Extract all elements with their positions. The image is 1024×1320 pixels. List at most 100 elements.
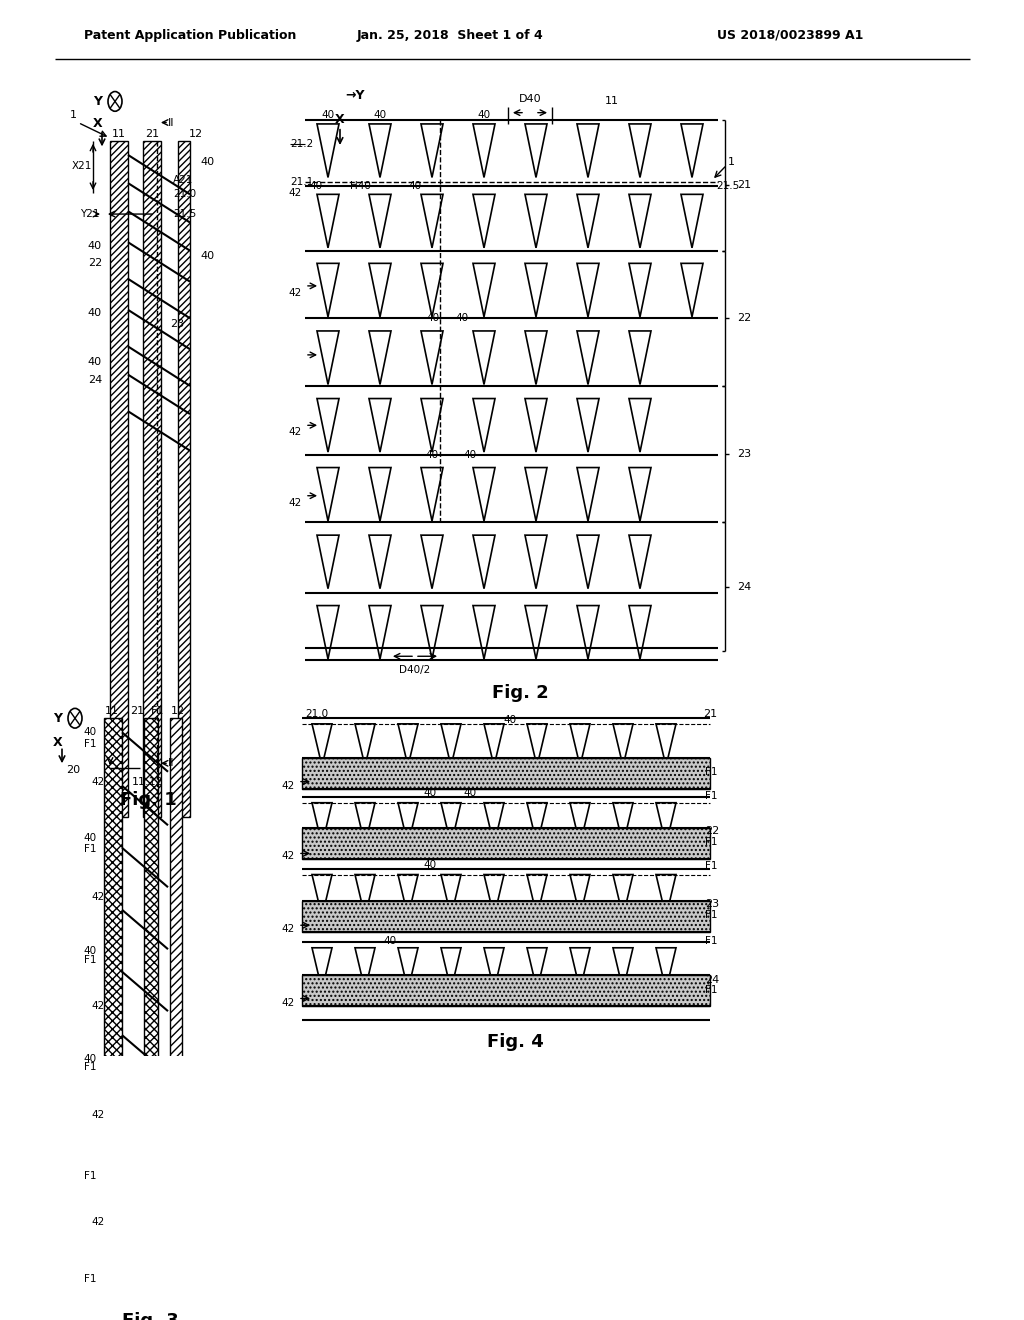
Polygon shape <box>441 803 461 845</box>
Polygon shape <box>312 723 332 766</box>
Polygon shape <box>473 467 495 521</box>
Text: Fig. 4: Fig. 4 <box>486 1034 544 1051</box>
Polygon shape <box>369 467 391 521</box>
Text: 23: 23 <box>170 319 184 329</box>
Text: 24: 24 <box>737 582 752 591</box>
Polygon shape <box>527 803 547 845</box>
Polygon shape <box>421 399 443 451</box>
Polygon shape <box>570 803 590 845</box>
Bar <box>110 141 128 817</box>
Text: F1: F1 <box>705 861 718 871</box>
Text: 40: 40 <box>504 714 516 725</box>
Polygon shape <box>613 723 633 766</box>
Polygon shape <box>577 124 599 177</box>
Polygon shape <box>369 331 391 384</box>
Text: 21.2: 21.2 <box>290 139 313 149</box>
Text: 1: 1 <box>70 111 77 120</box>
Text: 40: 40 <box>426 313 439 323</box>
Polygon shape <box>629 264 651 317</box>
Text: 21.0: 21.0 <box>173 189 197 199</box>
Polygon shape <box>473 194 495 248</box>
Text: F1: F1 <box>84 1171 96 1181</box>
Polygon shape <box>355 803 375 845</box>
Polygon shape <box>629 124 651 177</box>
Text: 42: 42 <box>282 924 295 935</box>
Text: 40: 40 <box>424 788 436 797</box>
Polygon shape <box>317 467 339 521</box>
Text: 11: 11 <box>605 96 618 107</box>
Polygon shape <box>629 467 651 521</box>
Polygon shape <box>473 124 495 177</box>
Polygon shape <box>421 467 443 521</box>
Text: 42: 42 <box>288 187 301 198</box>
Polygon shape <box>421 124 443 177</box>
Text: 42: 42 <box>91 1217 104 1228</box>
Text: 20: 20 <box>66 766 80 775</box>
Text: 40: 40 <box>88 356 102 367</box>
Polygon shape <box>570 723 590 766</box>
Text: 21.5: 21.5 <box>716 181 739 191</box>
Text: Fig. 3: Fig. 3 <box>122 1312 178 1320</box>
Text: 21.1: 21.1 <box>290 177 313 186</box>
Text: 22: 22 <box>705 826 719 836</box>
Text: F1: F1 <box>705 985 718 995</box>
Polygon shape <box>369 264 391 317</box>
Polygon shape <box>629 331 651 384</box>
Bar <box>302 828 710 859</box>
Text: D40: D40 <box>519 94 542 103</box>
Text: 42: 42 <box>282 851 295 861</box>
Text: 11.12: 11.12 <box>132 776 164 787</box>
Bar <box>178 141 190 817</box>
Text: 40: 40 <box>83 1055 96 1064</box>
Text: 42: 42 <box>91 1001 104 1011</box>
Polygon shape <box>577 331 599 384</box>
Polygon shape <box>656 803 676 845</box>
Text: F1: F1 <box>84 845 96 854</box>
Text: 40: 40 <box>425 450 438 459</box>
Polygon shape <box>577 467 599 521</box>
Text: F1: F1 <box>84 1274 96 1284</box>
Polygon shape <box>629 194 651 248</box>
Polygon shape <box>317 606 339 659</box>
Text: F1: F1 <box>84 739 96 748</box>
Polygon shape <box>525 467 547 521</box>
Text: 21: 21 <box>703 709 717 719</box>
Polygon shape <box>656 948 676 990</box>
Polygon shape <box>421 606 443 659</box>
Polygon shape <box>525 194 547 248</box>
Polygon shape <box>629 399 651 451</box>
Text: 40: 40 <box>477 111 490 120</box>
Text: 12: 12 <box>189 129 203 139</box>
Text: F1: F1 <box>705 911 718 920</box>
Text: X: X <box>92 117 102 131</box>
Polygon shape <box>613 948 633 990</box>
Text: Fig. 1: Fig. 1 <box>120 791 176 809</box>
Polygon shape <box>570 948 590 990</box>
Text: 40: 40 <box>322 111 335 120</box>
Polygon shape <box>369 194 391 248</box>
Text: 21: 21 <box>145 129 159 139</box>
Text: 42: 42 <box>288 288 301 298</box>
Bar <box>302 758 710 788</box>
Polygon shape <box>681 264 703 317</box>
Polygon shape <box>473 264 495 317</box>
Text: H40: H40 <box>349 181 371 191</box>
Text: II: II <box>168 117 174 128</box>
Polygon shape <box>355 948 375 990</box>
Polygon shape <box>398 875 418 917</box>
Polygon shape <box>656 723 676 766</box>
Text: 40: 40 <box>83 833 96 843</box>
Text: Fig. 2: Fig. 2 <box>492 684 549 702</box>
Polygon shape <box>441 875 461 917</box>
Text: US 2018/0023899 A1: US 2018/0023899 A1 <box>717 29 863 42</box>
Polygon shape <box>484 875 504 917</box>
Text: →Y: →Y <box>345 90 365 102</box>
Polygon shape <box>577 264 599 317</box>
Polygon shape <box>421 535 443 589</box>
Polygon shape <box>525 124 547 177</box>
Polygon shape <box>369 399 391 451</box>
Polygon shape <box>312 875 332 917</box>
Polygon shape <box>421 264 443 317</box>
Polygon shape <box>527 948 547 990</box>
Bar <box>143 141 161 817</box>
